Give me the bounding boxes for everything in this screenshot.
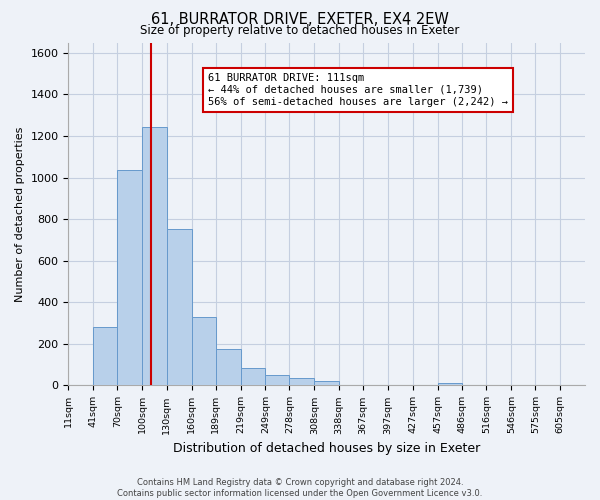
Bar — [314, 382, 339, 386]
Bar — [167, 228, 192, 386]
Text: Contains HM Land Registry data © Crown copyright and database right 2024.
Contai: Contains HM Land Registry data © Crown c… — [118, 478, 482, 498]
Bar — [437, 384, 461, 386]
Bar — [216, 349, 241, 386]
Bar — [265, 375, 289, 386]
Bar — [142, 126, 167, 386]
X-axis label: Distribution of detached houses by size in Exeter: Distribution of detached houses by size … — [173, 442, 481, 455]
Bar — [289, 378, 314, 386]
Bar — [93, 327, 117, 386]
Text: Size of property relative to detached houses in Exeter: Size of property relative to detached ho… — [140, 24, 460, 37]
Y-axis label: Number of detached properties: Number of detached properties — [15, 126, 25, 302]
Bar — [192, 317, 216, 386]
Text: 61, BURRATOR DRIVE, EXETER, EX4 2EW: 61, BURRATOR DRIVE, EXETER, EX4 2EW — [151, 12, 449, 28]
Bar — [117, 170, 142, 386]
Bar — [241, 368, 265, 386]
Text: 61 BURRATOR DRIVE: 111sqm
← 44% of detached houses are smaller (1,739)
56% of se: 61 BURRATOR DRIVE: 111sqm ← 44% of detac… — [208, 74, 508, 106]
